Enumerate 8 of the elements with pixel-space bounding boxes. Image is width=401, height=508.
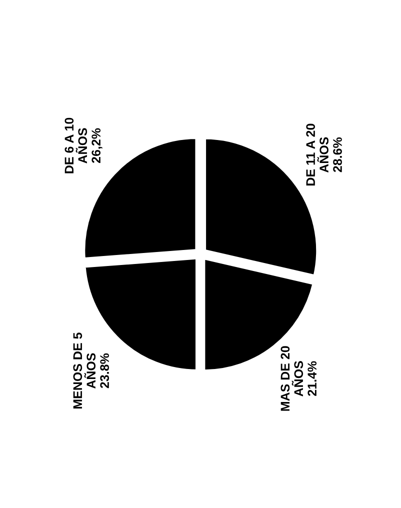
data-label: 26,2%: [92, 128, 102, 163]
slice-label: MAS DE 20 AÑOS: [280, 346, 304, 411]
data-label: 28.6%: [333, 137, 342, 172]
slice-label: DE 11 A 20 AÑOS: [306, 124, 328, 186]
data-label: 23.8%: [100, 353, 110, 388]
slice-label: MENOS DE 5 AÑOS: [73, 332, 96, 409]
slice-label: DE 6 A 10 AÑOS: [64, 118, 88, 174]
data-label: 21.4%: [308, 361, 316, 396]
